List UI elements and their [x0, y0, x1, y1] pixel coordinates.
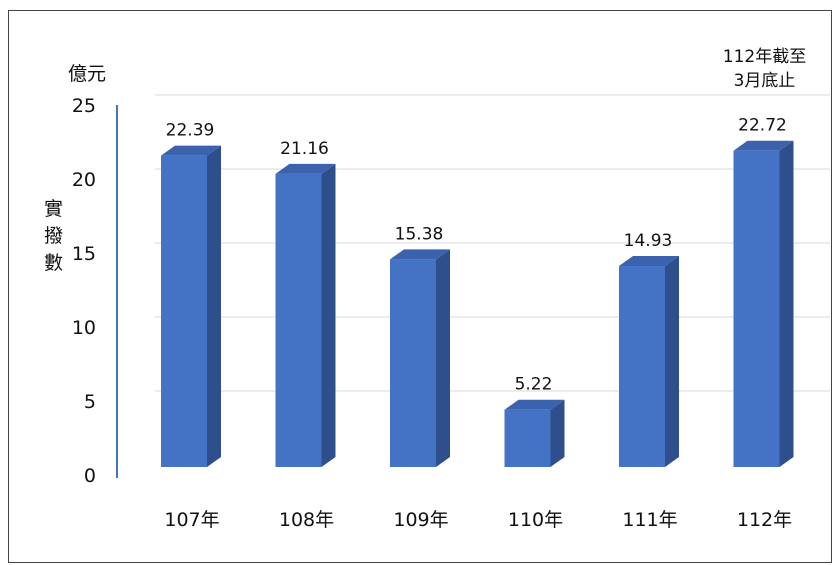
bar-side: [665, 256, 679, 467]
data-label-112年: 22.72: [738, 116, 787, 136]
bar-top: [275, 163, 336, 174]
chart-frame: [8, 10, 832, 563]
annotation-line-2: 3月底止: [734, 71, 796, 91]
category-label-111年: 111年: [622, 509, 677, 531]
bar-109年: [390, 249, 450, 467]
bar-side: [779, 140, 794, 467]
bar-front: [504, 409, 551, 467]
bar-top: [161, 145, 221, 156]
annotation: 112年截至 3月底止: [723, 47, 806, 91]
y-tick-15: 15: [72, 243, 96, 265]
bar-top: [504, 399, 565, 410]
y-unit-label: 億元: [68, 63, 106, 85]
y-tick-25: 25: [72, 95, 96, 117]
bar-111年: [619, 256, 679, 467]
gridlines: [155, 94, 830, 392]
bar-110年: [504, 399, 565, 467]
bar-side: [321, 163, 336, 467]
data-labels: 22.39 21.16 15.38 5.22 14.93 22.72: [166, 116, 787, 395]
category-label-107年: 107年: [164, 509, 219, 531]
bar-top: [619, 256, 679, 267]
y-tick-10: 10: [72, 317, 96, 339]
y-tick-20: 20: [72, 169, 96, 191]
bar-107年: [161, 145, 221, 468]
bar-front: [390, 259, 436, 467]
data-label-110年: 5.22: [515, 375, 553, 395]
data-label-109年: 15.38: [395, 224, 444, 244]
category-labels: 107年 108年 109年 110年 111年 112年: [164, 509, 792, 531]
category-label-108年: 108年: [279, 509, 334, 531]
data-label-108年: 21.16: [280, 139, 329, 159]
bar-top: [390, 249, 450, 260]
bar-108年: [275, 163, 336, 467]
category-label-110年: 110年: [508, 509, 563, 531]
bar-side: [436, 249, 450, 467]
bar-112年: [733, 140, 794, 467]
category-label-109年: 109年: [393, 509, 448, 531]
y-tick-5: 5: [84, 391, 96, 413]
data-label-111年: 14.93: [624, 231, 673, 251]
category-label-112年: 112年: [737, 509, 792, 531]
bar-side: [207, 145, 221, 468]
bars: [161, 140, 794, 468]
y-tick-labels: 0 5 10 15 20 25: [72, 95, 96, 487]
bar-front: [161, 155, 207, 468]
y-axis-label: 實撥數: [44, 198, 63, 274]
annotation-line-1: 112年截至: [723, 47, 806, 67]
bar-front: [619, 266, 665, 467]
bar-top: [733, 140, 794, 151]
bar-front: [733, 150, 780, 467]
bar-side: [550, 399, 565, 467]
data-label-107年: 22.39: [166, 121, 215, 141]
bar-front: [275, 173, 322, 467]
y-tick-0: 0: [84, 465, 96, 487]
